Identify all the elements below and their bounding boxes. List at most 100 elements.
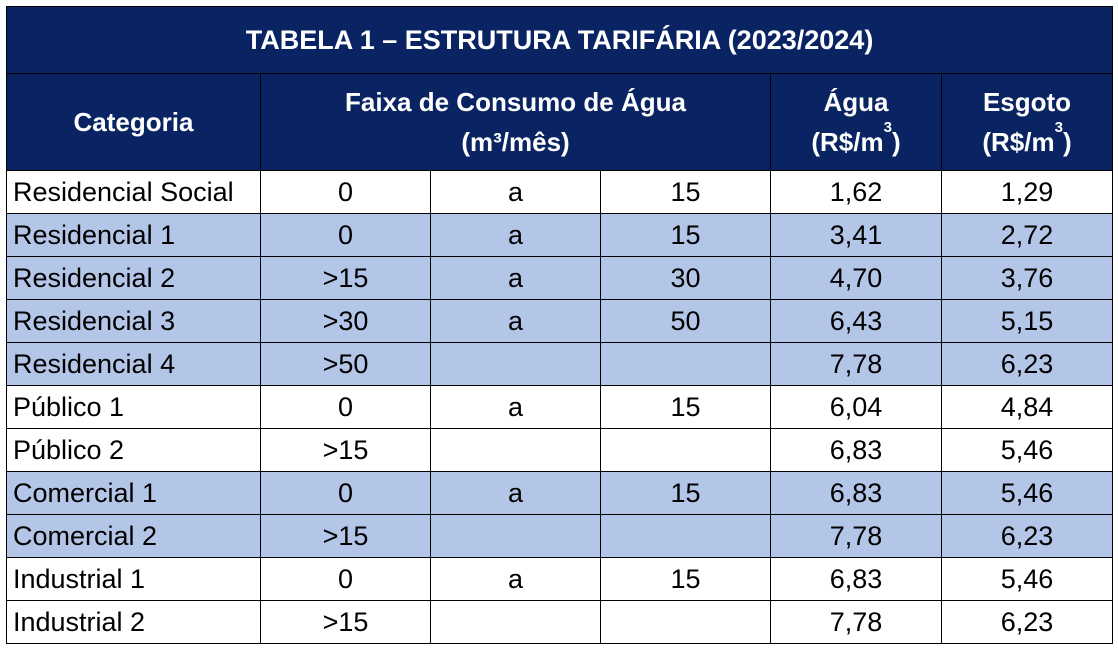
header-faixa-pre: (m: [461, 127, 494, 157]
header-esgoto-line2: (R$/m3): [943, 119, 1112, 162]
cell-categoria: Industrial 1: [6, 557, 261, 601]
cell-ate: [600, 342, 771, 386]
table-row: Industrial 2 >15 7,78 6,23: [6, 600, 1114, 644]
cell-ate: [600, 514, 771, 558]
cell-esgoto: 2,72: [940, 213, 1114, 257]
cell-agua: 7,78: [770, 342, 942, 386]
table-row: Residencial 1 0 a 15 3,41 2,72: [6, 213, 1114, 257]
cell-categoria: Industrial 2: [6, 600, 261, 644]
table-row: Residencial 3 >30 a 50 6,43 5,15: [6, 299, 1114, 343]
cell-esgoto: 1,29: [940, 170, 1114, 214]
header-categoria: Categoria: [6, 73, 261, 171]
tariff-table-container: TABELA 1 – ESTRUTURA TARIFÁRIA (2023/202…: [5, 6, 1114, 644]
cell-de: 0: [260, 385, 431, 429]
cell-esgoto: 6,23: [940, 514, 1114, 558]
cell-a: [430, 600, 601, 644]
cell-agua: 6,43: [770, 299, 942, 343]
table-row: Industrial 1 0 a 15 6,83 5,46: [6, 557, 1114, 601]
table-row: Residencial 2 >15 a 30 4,70 3,76: [6, 256, 1114, 300]
cell-agua: 7,78: [770, 514, 942, 558]
cell-ate: [600, 600, 771, 644]
header-agua-pre: (R$/m: [811, 127, 884, 157]
cell-categoria: Residencial 3: [6, 299, 261, 343]
cell-categoria: Público 1: [6, 385, 261, 429]
cell-agua: 1,62: [770, 170, 942, 214]
header-faixa: Faixa de Consumo de Água (m³/mês): [260, 73, 771, 171]
cell-ate: 15: [600, 557, 771, 601]
table-body: Residencial Social 0 a 15 1,62 1,29 Resi…: [6, 170, 1114, 644]
table-row: Residencial 4 >50 7,78 6,23: [6, 342, 1114, 386]
cell-esgoto: 5,46: [940, 471, 1114, 515]
cell-ate: [600, 428, 771, 472]
cell-a: a: [430, 213, 601, 257]
cell-esgoto: 6,23: [940, 600, 1114, 644]
cell-esgoto: 5,46: [940, 557, 1114, 601]
cell-de: >15: [260, 600, 431, 644]
cell-ate: 30: [600, 256, 771, 300]
table-row: Comercial 2 >15 7,78 6,23: [6, 514, 1114, 558]
cell-agua: 4,70: [770, 256, 942, 300]
cell-esgoto: 6,23: [940, 342, 1114, 386]
cell-agua: 6,83: [770, 557, 942, 601]
header-agua: Água (R$/m3): [770, 73, 942, 171]
header-agua-sup: 3: [883, 119, 892, 136]
header-faixa-line1: Faixa de Consumo de Água: [345, 87, 686, 117]
cell-categoria: Comercial 2: [6, 514, 261, 558]
cell-agua: 7,78: [770, 600, 942, 644]
header-agua-line2: (R$/m3): [772, 119, 941, 162]
cell-ate: 50: [600, 299, 771, 343]
header-esgoto-pre: (R$/m: [982, 127, 1055, 157]
tariff-table: TABELA 1 – ESTRUTURA TARIFÁRIA (2023/202…: [5, 6, 1114, 644]
cell-categoria: Público 2: [6, 428, 261, 472]
table-row: Público 1 0 a 15 6,04 4,84: [6, 385, 1114, 429]
cell-a: a: [430, 299, 601, 343]
cell-ate: 15: [600, 170, 771, 214]
header-faixa-sup: ³: [493, 127, 502, 157]
cell-a: a: [430, 471, 601, 515]
cell-a: a: [430, 385, 601, 429]
cell-categoria: Residencial Social: [6, 170, 261, 214]
cell-a: a: [430, 557, 601, 601]
cell-categoria: Residencial 4: [6, 342, 261, 386]
cell-ate: 15: [600, 471, 771, 515]
header-esgoto-line1: Esgoto: [982, 87, 1072, 117]
cell-de: 0: [260, 471, 431, 515]
table-row: Comercial 1 0 a 15 6,83 5,46: [6, 471, 1114, 515]
cell-de: >50: [260, 342, 431, 386]
cell-agua: 6,83: [770, 428, 942, 472]
cell-ate: 15: [600, 385, 771, 429]
cell-categoria: Residencial 1: [6, 213, 261, 257]
header-agua-line1: Água: [823, 87, 889, 117]
header-esgoto: Esgoto (R$/m3): [940, 73, 1114, 171]
cell-de: >30: [260, 299, 431, 343]
cell-esgoto: 5,46: [940, 428, 1114, 472]
cell-a: [430, 342, 601, 386]
header-categoria-label: Categoria: [73, 107, 194, 137]
cell-de: 0: [260, 213, 431, 257]
cell-de: >15: [260, 256, 431, 300]
cell-esgoto: 3,76: [940, 256, 1114, 300]
cell-de: 0: [260, 557, 431, 601]
header-esgoto-sup: 3: [1054, 119, 1063, 136]
header-faixa-line2: (m³/mês): [262, 122, 770, 162]
cell-a: a: [430, 256, 601, 300]
cell-agua: 6,83: [770, 471, 942, 515]
table-title: TABELA 1 – ESTRUTURA TARIFÁRIA (2023/202…: [5, 6, 1114, 74]
cell-categoria: Residencial 2: [6, 256, 261, 300]
header-faixa-post: /mês): [501, 127, 570, 157]
cell-agua: 3,41: [770, 213, 942, 257]
table-row: Residencial Social 0 a 15 1,62 1,29: [6, 170, 1114, 214]
cell-a: [430, 514, 601, 558]
table-row: Público 2 >15 6,83 5,46: [6, 428, 1114, 472]
cell-ate: 15: [600, 213, 771, 257]
cell-de: 0: [260, 170, 431, 214]
header-esgoto-post: ): [1062, 127, 1072, 157]
cell-a: a: [430, 170, 601, 214]
cell-esgoto: 4,84: [940, 385, 1114, 429]
cell-esgoto: 5,15: [940, 299, 1114, 343]
cell-a: [430, 428, 601, 472]
cell-categoria: Comercial 1: [6, 471, 261, 515]
cell-agua: 6,04: [770, 385, 942, 429]
header-agua-post: ): [891, 127, 901, 157]
cell-de: >15: [260, 514, 431, 558]
